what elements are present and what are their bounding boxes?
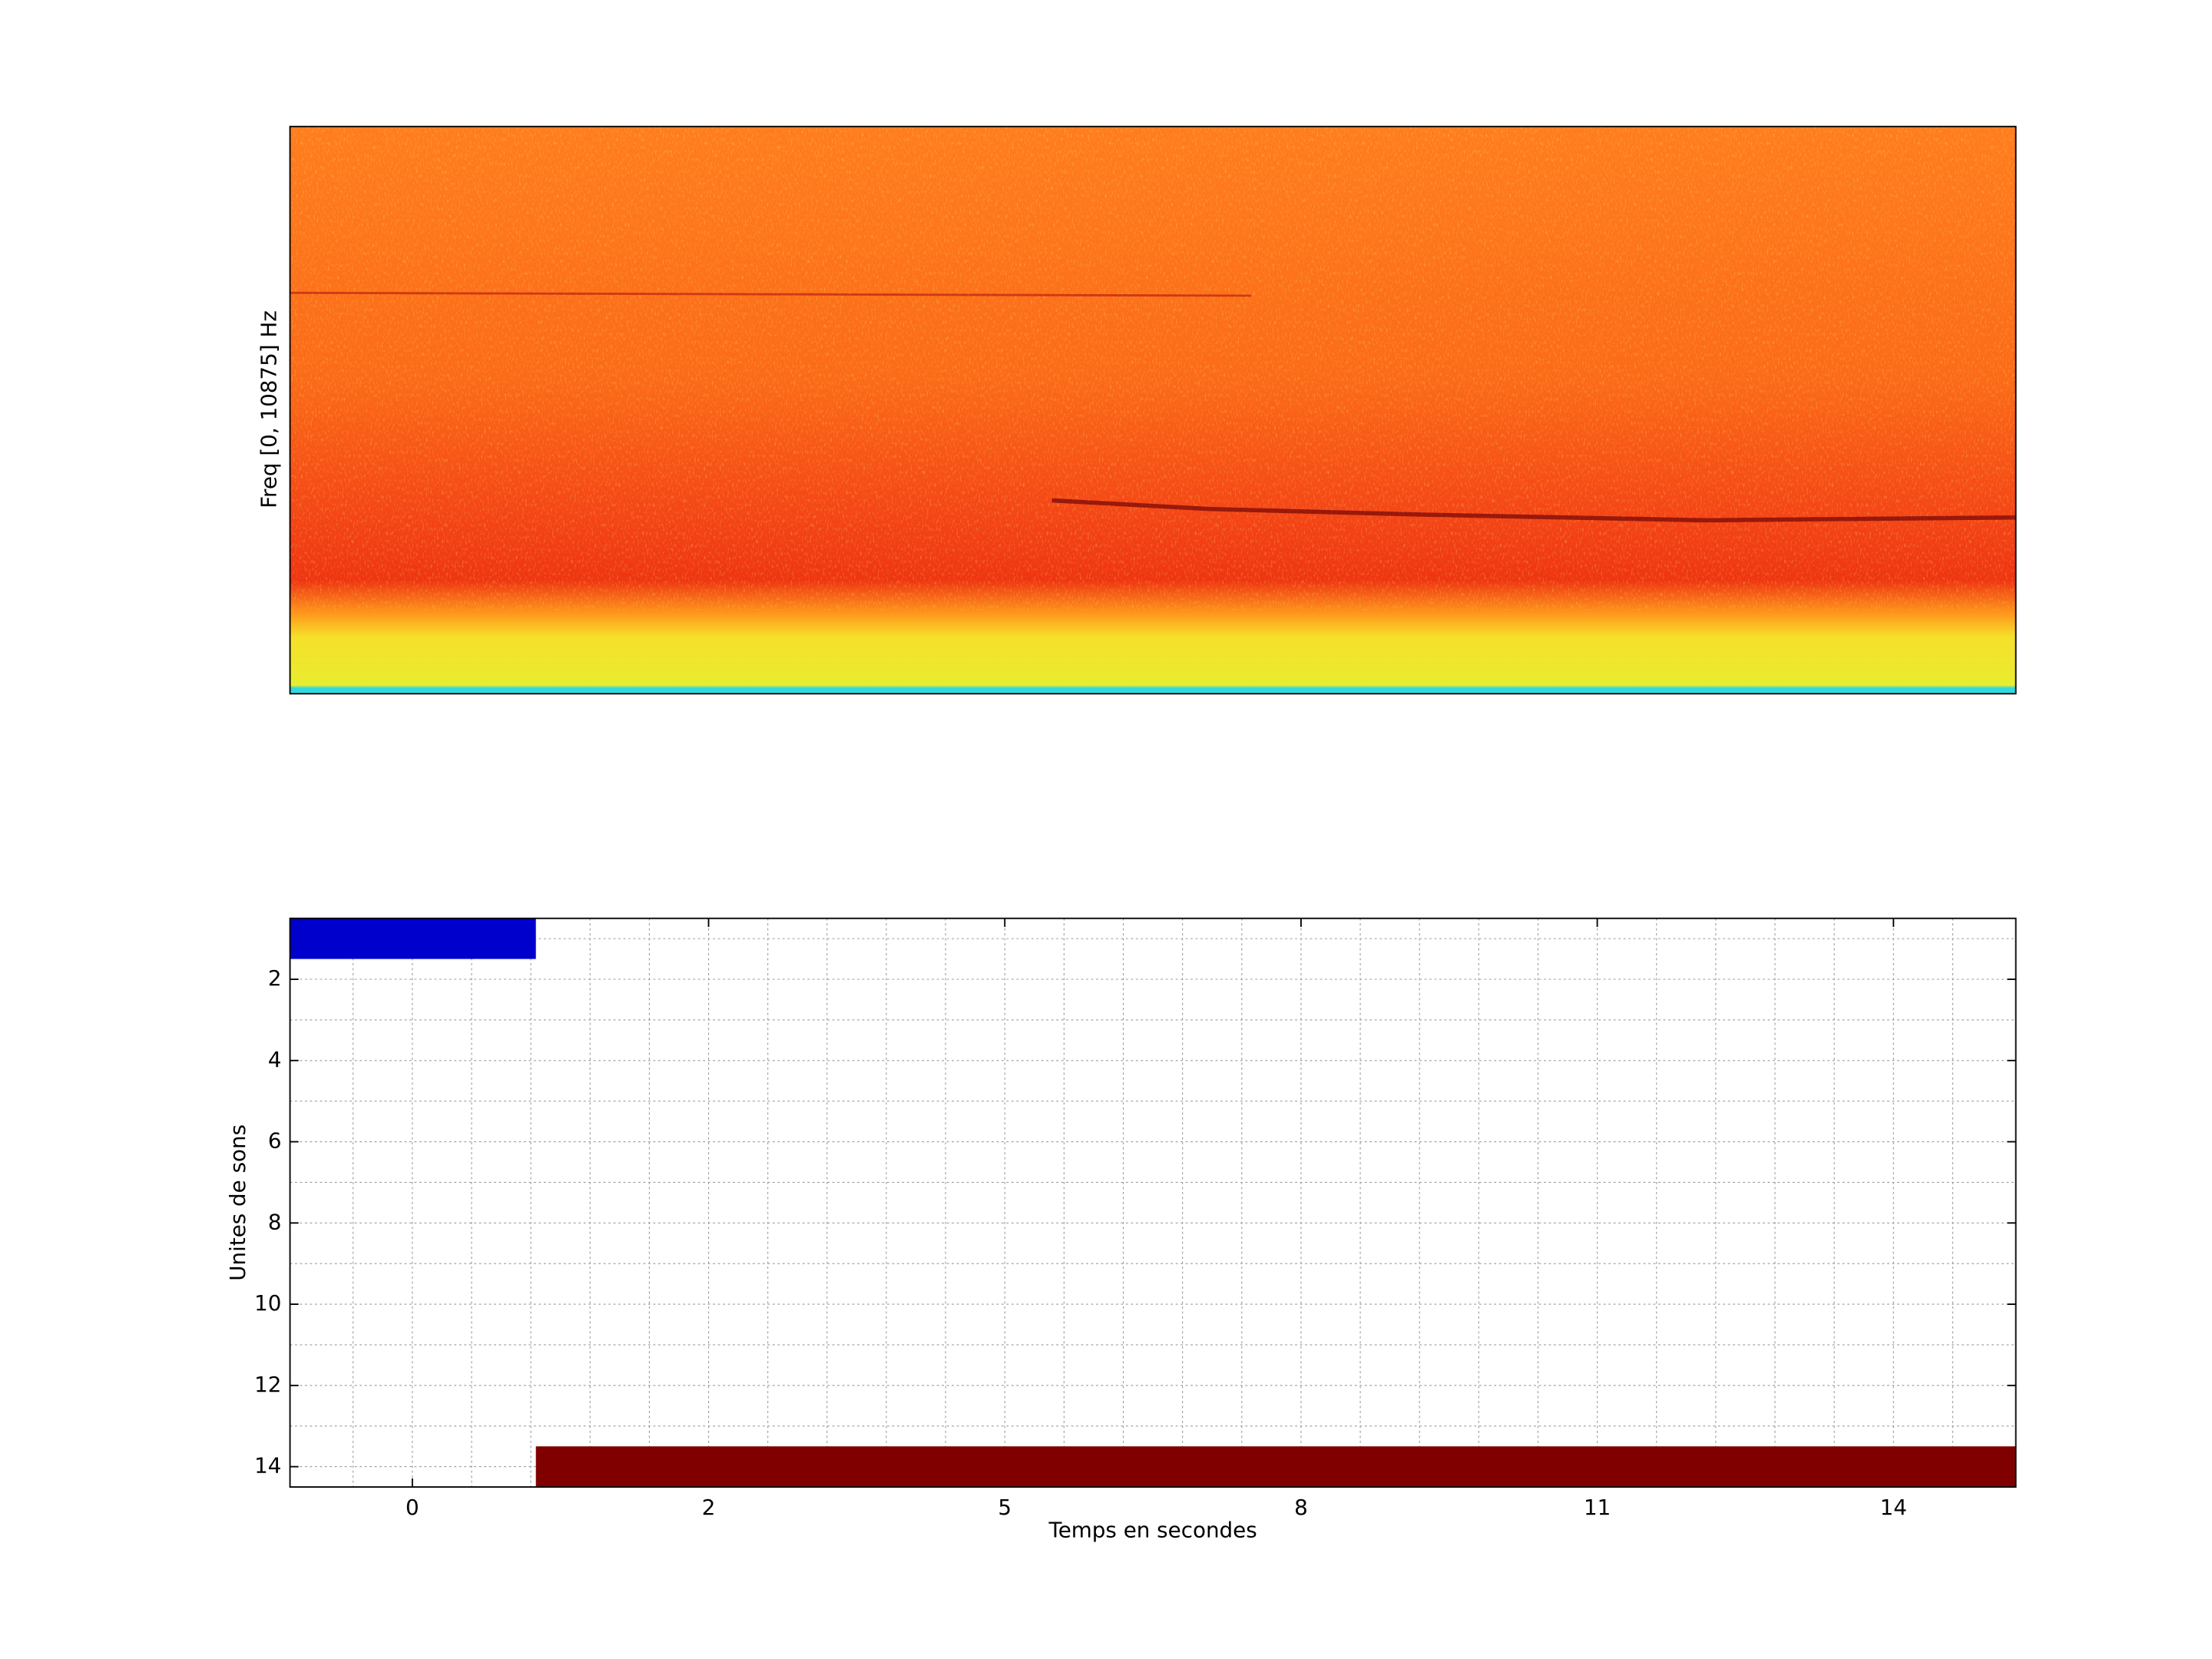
x-tick-label: 11	[1584, 1495, 1611, 1520]
y-tick-label: 4	[268, 1047, 282, 1072]
axes-frame	[289, 125, 2017, 695]
spectrogram-noise	[290, 126, 2016, 611]
spectral-line	[290, 291, 1251, 297]
segments-panel: 0 2 5 8 11 14 2 4 6 8 10 12 14 Temps en secondes Unite…	[225, 917, 2017, 1542]
y-axis-label: Unites de sons	[225, 1124, 250, 1281]
spectral-line	[1051, 498, 2016, 523]
y-tick-label: 2	[268, 965, 282, 991]
spectrogram-panel: Freq [0, 10875] Hz	[257, 125, 2017, 695]
x-tick-label: 2	[702, 1495, 716, 1520]
x-tick-label: 0	[406, 1495, 419, 1520]
y-tick-label: 6	[268, 1128, 282, 1154]
x-tick-label: 14	[1880, 1495, 1907, 1520]
x-axis-label: Temps en secondes	[1048, 1517, 1257, 1542]
y-tick-label: 8	[268, 1209, 282, 1234]
segment-bar	[290, 918, 536, 959]
y-tick-label: 12	[254, 1372, 281, 1397]
x-tick-label: 8	[1294, 1495, 1308, 1520]
y-tick-label: 10	[254, 1290, 281, 1316]
y-axis-label: Freq [0, 10875] Hz	[257, 310, 282, 508]
axes-frame	[289, 917, 2017, 1488]
x-tick-label: 5	[998, 1495, 1012, 1520]
y-tick-label: 14	[254, 1453, 281, 1479]
segment-bar	[535, 1446, 2016, 1488]
